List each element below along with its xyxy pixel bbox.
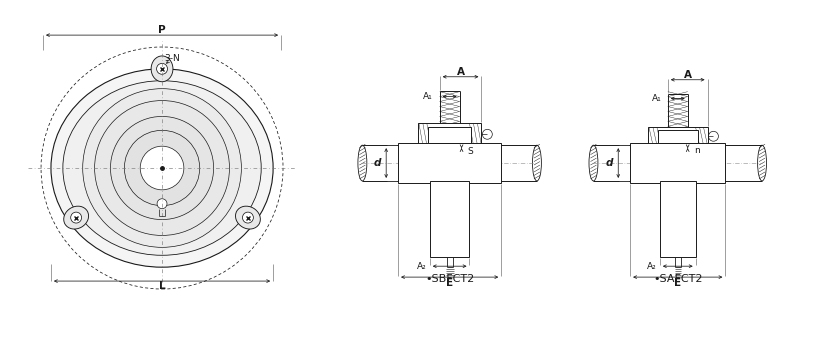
Ellipse shape bbox=[236, 206, 260, 229]
Text: n: n bbox=[694, 146, 699, 155]
Text: A: A bbox=[684, 70, 692, 80]
Ellipse shape bbox=[51, 69, 273, 267]
Text: A₁: A₁ bbox=[652, 94, 662, 103]
Circle shape bbox=[71, 212, 82, 223]
Text: P: P bbox=[158, 25, 166, 35]
Bar bbox=[658, 130, 698, 143]
Text: 3-N: 3-N bbox=[164, 54, 180, 64]
Circle shape bbox=[708, 131, 718, 141]
Text: A₂: A₂ bbox=[417, 262, 427, 271]
Bar bbox=[660, 181, 695, 257]
Circle shape bbox=[157, 64, 167, 74]
Ellipse shape bbox=[533, 145, 541, 181]
Text: d: d bbox=[606, 158, 614, 168]
Text: S: S bbox=[468, 147, 473, 155]
Text: •SBFCT2: •SBFCT2 bbox=[425, 274, 474, 284]
Ellipse shape bbox=[757, 145, 766, 181]
Ellipse shape bbox=[140, 146, 184, 190]
Bar bbox=[630, 143, 725, 183]
Text: E: E bbox=[446, 278, 453, 288]
Ellipse shape bbox=[151, 56, 173, 82]
Ellipse shape bbox=[64, 206, 89, 229]
Ellipse shape bbox=[124, 130, 200, 206]
Bar bbox=[430, 181, 469, 257]
Bar bbox=[428, 127, 472, 143]
Ellipse shape bbox=[358, 145, 367, 181]
Text: E: E bbox=[674, 278, 681, 288]
Circle shape bbox=[242, 212, 254, 223]
Circle shape bbox=[157, 199, 167, 209]
Text: A₂: A₂ bbox=[647, 262, 657, 271]
Bar bbox=[648, 127, 707, 145]
Circle shape bbox=[482, 129, 492, 139]
Text: A: A bbox=[457, 67, 464, 77]
Ellipse shape bbox=[82, 89, 242, 247]
Bar bbox=[398, 143, 501, 183]
Text: L: L bbox=[159, 281, 166, 291]
Text: d: d bbox=[374, 158, 381, 168]
Text: A₁: A₁ bbox=[423, 92, 432, 101]
Ellipse shape bbox=[589, 145, 598, 181]
Bar bbox=[418, 123, 481, 145]
Text: •SAFCT2: •SAFCT2 bbox=[653, 274, 703, 284]
Ellipse shape bbox=[110, 116, 214, 220]
Ellipse shape bbox=[95, 101, 229, 236]
Ellipse shape bbox=[63, 81, 261, 255]
